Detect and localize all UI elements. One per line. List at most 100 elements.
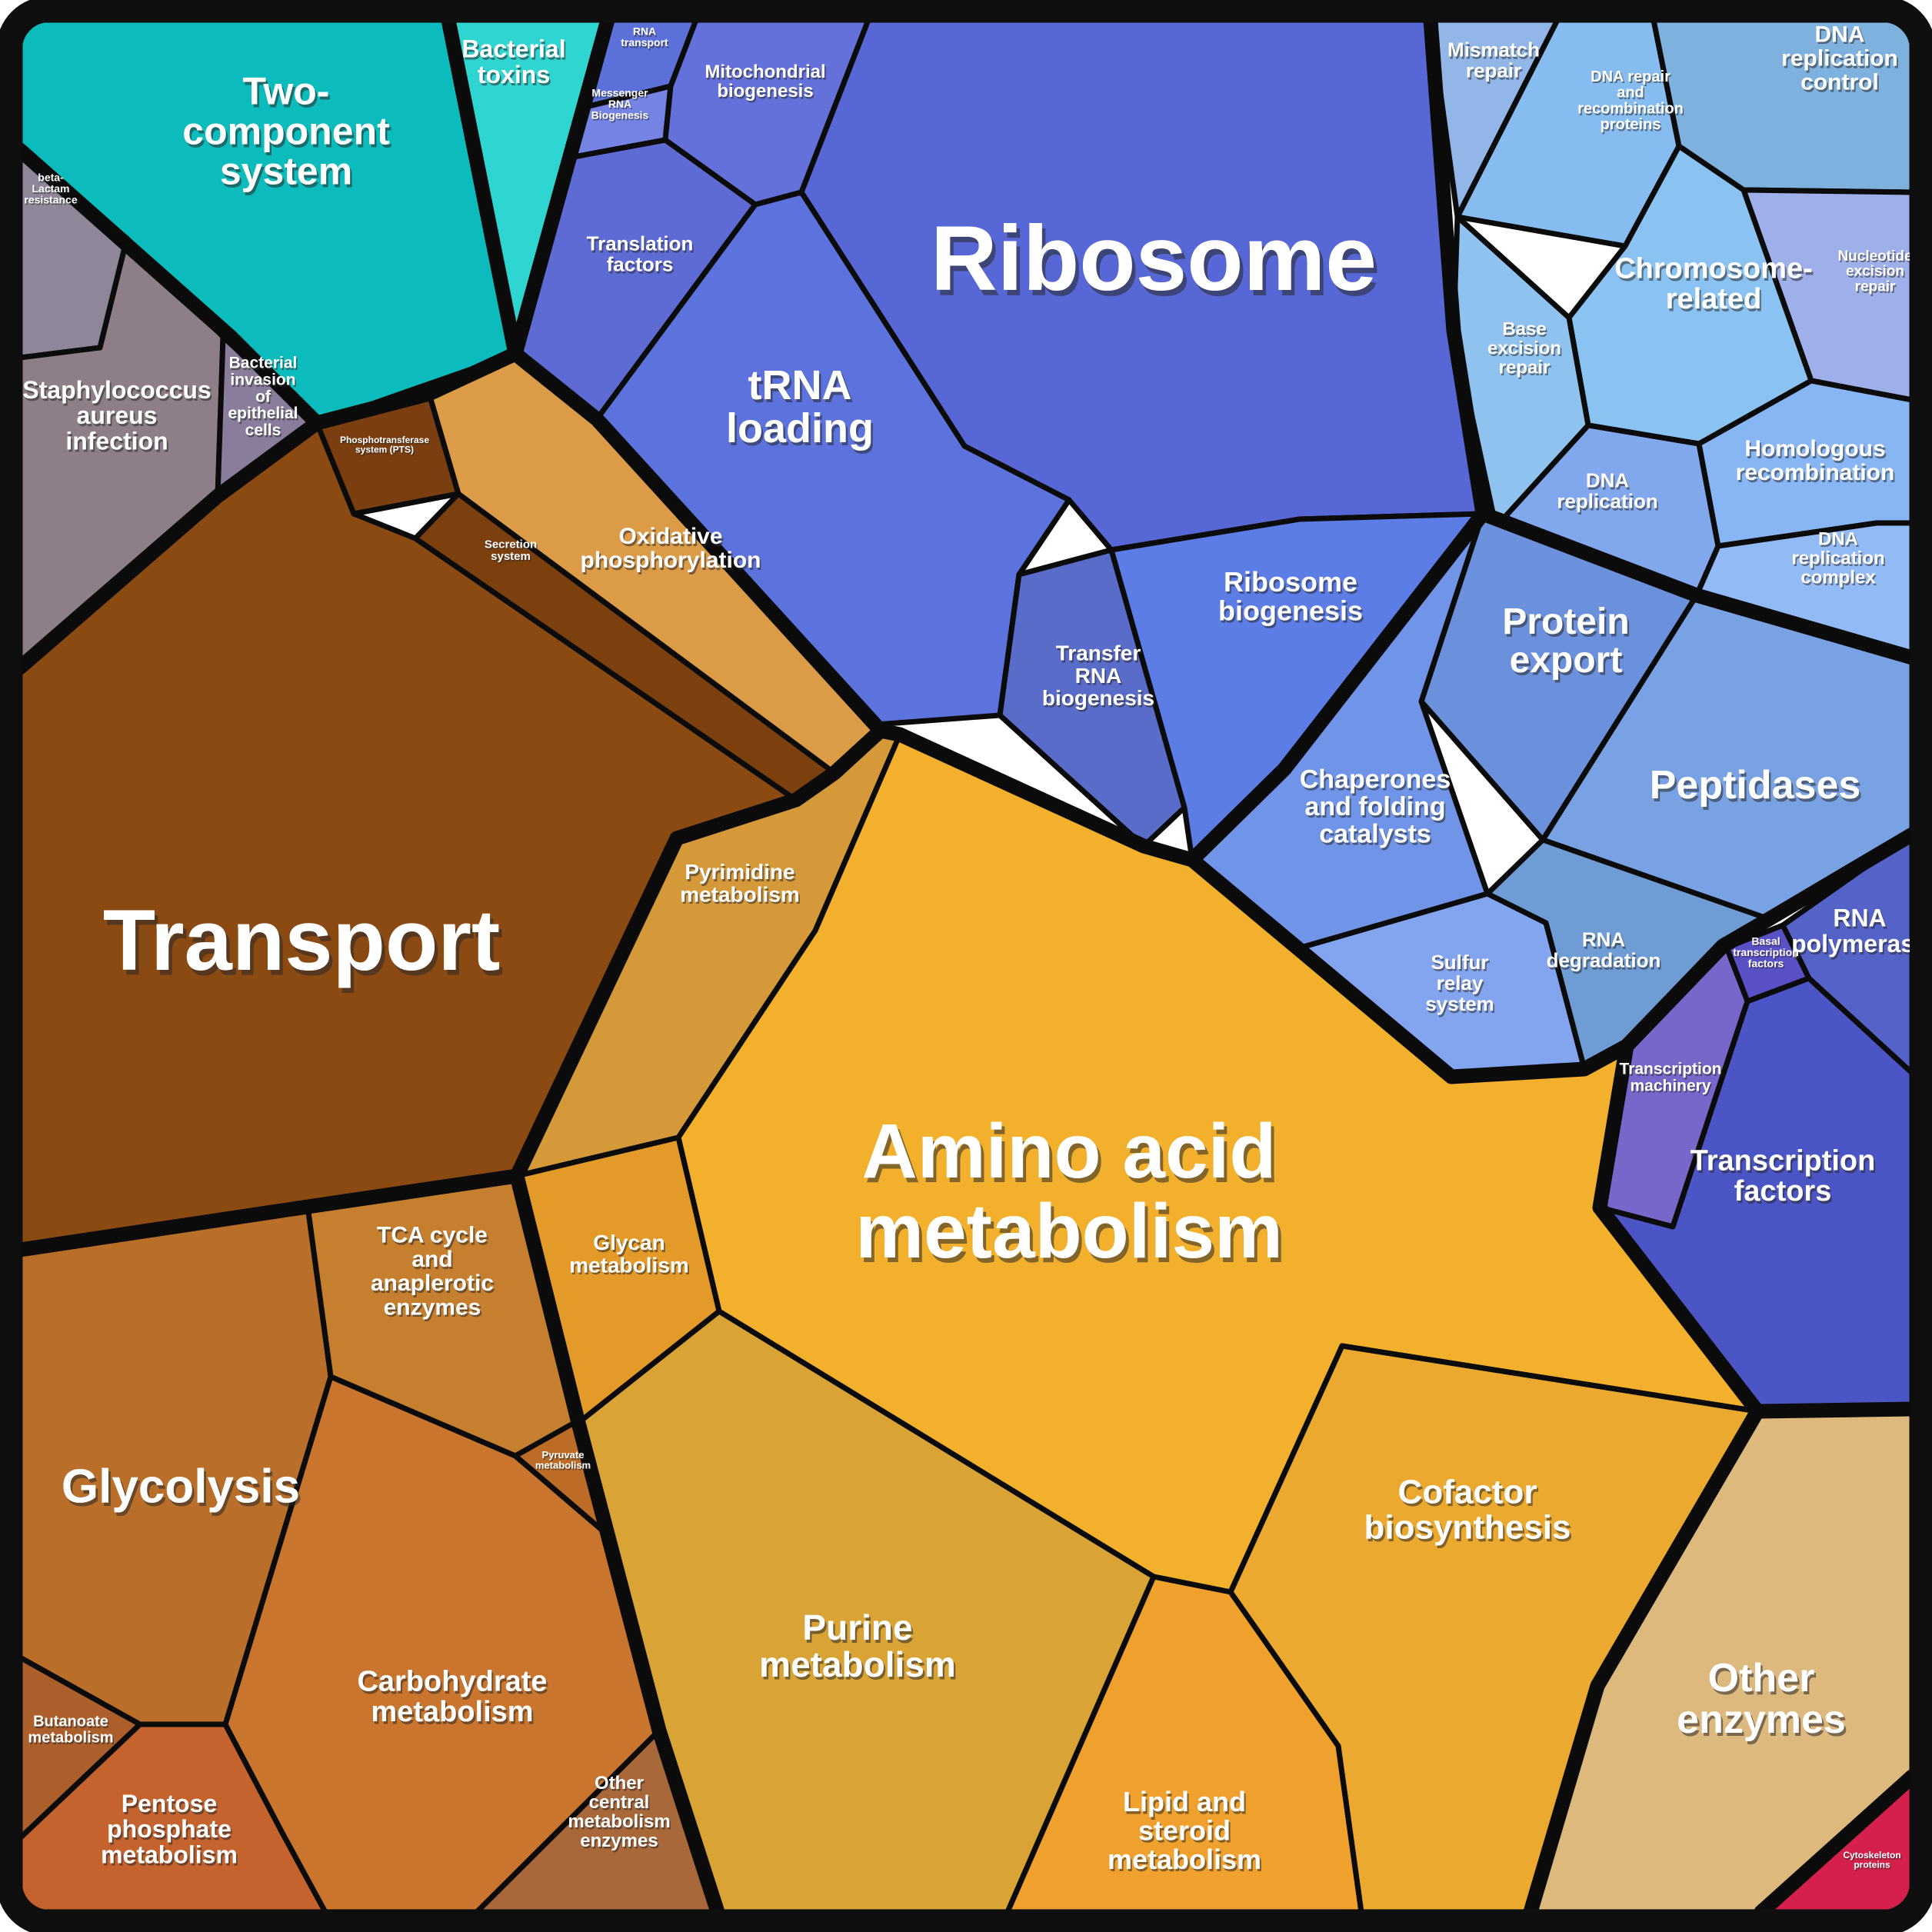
other-enzymes-label: Other enzymes [1677, 1656, 1846, 1742]
pentose-phosphate-metabolism-label: Pentose phosphate metabolism [101, 1790, 238, 1869]
messenger-rna-biogenesis-label: Messenger RNA Biogenesis [591, 86, 649, 121]
ribosome-label: Ribosome [931, 207, 1377, 310]
messenger-rna-biogenesis-label: Messenger RNA Biogenesis [592, 88, 650, 122]
treemap-cells [20, 20, 1912, 1912]
butanoate-metabolism-label: Butanoate metabolism [29, 1715, 115, 1748]
rna-degradation-label: RNA degradation [1547, 928, 1661, 972]
bacterial-invasion-label: Bacterial invasion of epithelial cells [229, 356, 299, 441]
chaperones-folding-catalysts-label: Chaperones and folding catalysts [1301, 768, 1453, 851]
chromosome-related-label: Chromosome-related [1616, 255, 1814, 318]
base-excision-repair-label: Base excision repair [1489, 321, 1563, 380]
group-boundary-3 [309, 346, 523, 431]
transfer-rna-biogenesis-label: Transfer RNA biogenesis [1044, 643, 1156, 711]
homologous-recombination-label: Homologous recombination [1736, 436, 1895, 485]
basal-transcription-factors-label: Basal transcription factors [1733, 934, 1799, 969]
ribosome-biogenesis-label: Ribosome biogenesis [1220, 568, 1364, 628]
purine-metabolism-label: Purine metabolism [759, 1607, 956, 1684]
pentose-phosphate-metabolism-label: Pentose phosphate metabolism [102, 1792, 239, 1871]
dna-replication-control-label: DNA replication control [1781, 22, 1898, 95]
transfer-rna-biogenesis-region[interactable] [997, 547, 1188, 849]
two-component-system-label: Two-component system [182, 70, 390, 193]
group-boundary-11 [1750, 1401, 1912, 1419]
glycan-metabolism-label: Glycan metabolism [569, 1231, 689, 1277]
group-boundary-9 [1475, 506, 1912, 665]
trna-loading-label: tRNA loading [726, 362, 874, 451]
group-boundary-2 [508, 20, 615, 361]
translation-factors-label: Translation factors [587, 232, 694, 276]
bacterial-toxins-label: Bacterial toxins [463, 38, 567, 91]
mitochondrial-biogenesis-label: Mitochondrial biogenesis [706, 64, 827, 104]
dna-replication-complex-label: DNA replication complex [1793, 531, 1886, 590]
phosphotransferase-system-label: Phosphotransferase system (PTS) [341, 436, 430, 456]
rna-polymerase-label: RNA polymerase [1791, 904, 1928, 958]
tca-cycle-label: TCA cycle and anaplerotic enzymes [371, 1223, 494, 1321]
group-boundary-7 [1184, 506, 1491, 868]
beta-lactam-resistance-label: beta-Lactam resistance [25, 172, 78, 207]
transcription-factors-label: Transcription factors [1692, 1148, 1877, 1211]
tca-cycle-label: TCA cycle and anaplerotic enzymes [372, 1225, 495, 1323]
dna-repair-recombination-label: DNA repair and recombination proteins [1579, 70, 1685, 135]
group-boundary-14 [20, 1168, 525, 1257]
group-boundary-6 [873, 723, 1200, 868]
carbohydrate-metabolism-label: Carbohydrate metabolism [359, 1668, 549, 1731]
oxidative-phosphorylation-label: Oxidative phosphorylation [581, 524, 761, 573]
pyrimidine-metabolism-label: Pyrimidine metabolism [680, 860, 800, 906]
trna-loading-region[interactable] [594, 189, 1072, 728]
butanoate-metabolism-label: Butanoate metabolism [28, 1714, 113, 1747]
ribosome-label: Ribosome [934, 212, 1381, 315]
beta-lactam-resistance-label: beta-Lactam resistance [24, 171, 77, 205]
amino-acid-metabolism-label: Amino acid metabolism [855, 1108, 1283, 1274]
rna-degradation-label: RNA degradation [1547, 930, 1662, 974]
phosphotransferase-system-label: Phosphotransferase system (PTS) [340, 435, 429, 455]
cytoskeleton-proteins-label: Cytoskeleton proteins [1843, 1850, 1900, 1870]
dna-replication-label: DNA replication [1558, 471, 1659, 515]
homologous-recombination-label: Homologous recombination [1737, 438, 1897, 488]
group-boundary-4 [20, 415, 325, 675]
dna-repair-recombination-label: DNA repair and recombination proteins [1577, 68, 1684, 133]
dna-replication-complex-label: DNA replication complex [1791, 528, 1884, 588]
oxidative-phosphorylation-label: Oxidative phosphorylation [581, 526, 762, 575]
group-boundary-1 [441, 20, 523, 361]
translation-factors-label: Translation factors [588, 234, 695, 278]
lipid-steroid-metabolism-label: Lipid and steroid metabolism [1109, 1788, 1263, 1877]
dna-replication-control-label: DNA replication control [1783, 24, 1900, 97]
rna-transport-label: RNA transport [622, 27, 670, 51]
glycolysis-label: Glycolysis [62, 1461, 300, 1514]
cofactor-biosynthesis-label: Cofactor biosynthesis [1364, 1474, 1571, 1547]
nucleotide-excision-repair-label: Nucleotide excision repair [1837, 248, 1912, 295]
other-enzymes-label: Other enzymes [1679, 1659, 1848, 1745]
carbohydrate-metabolism-label: Carbohydrate metabolism [357, 1666, 547, 1729]
rna-transport-label: RNA transport [621, 25, 668, 49]
base-excision-repair-label: Base excision repair [1487, 318, 1561, 378]
glycan-metabolism-label: Glycan metabolism [571, 1233, 691, 1279]
group-boundary-13 [509, 1168, 725, 1912]
sulfur-relay-system-label: Sulfur relay system [1427, 953, 1496, 1018]
mitochondrial-biogenesis-label: Mitochondrial biogenesis [705, 62, 825, 102]
staphylococcus-aureus-infection-label: Staphylococcus aureus infection [22, 376, 211, 455]
transfer-rna-biogenesis-label: Transfer RNA biogenesis [1042, 641, 1154, 710]
group-boundary-15 [509, 723, 888, 1184]
dna-replication-complex-region[interactable] [1694, 520, 1912, 661]
group-boundary-12 [1184, 852, 1634, 1084]
two-component-system-label: Two-component system [185, 72, 392, 195]
nucleotide-excision-repair-label: Nucleotide excision repair [1839, 250, 1914, 297]
other-central-metabolism-label: Other central metabolism enzymes [568, 1773, 670, 1851]
mismatch-repair-label: Mismatch repair [1447, 38, 1540, 82]
lipid-steroid-metabolism-label: Lipid and steroid metabolism [1108, 1786, 1261, 1875]
purine-metabolism-label: Purine metabolism [761, 1611, 958, 1687]
staphylococcus-aureus-infection-label: Staphylococcus aureus infection [24, 378, 212, 458]
amino-acid-metabolism-label: Amino acid metabolism [858, 1113, 1286, 1279]
ribosome-biogenesis-label: Ribosome biogenesis [1218, 566, 1363, 626]
transcription-machinery-label: Transcription machinery [1621, 1062, 1723, 1097]
group-boundary-17 [1754, 1769, 1912, 1912]
chaperones-folding-catalysts-label: Chaperones and folding catalysts [1300, 765, 1451, 849]
group-boundaries [20, 20, 1912, 1912]
chromosome-related-label: Chromosome-related [1614, 253, 1813, 316]
other-central-metabolism-label: Other central metabolism enzymes [569, 1775, 671, 1854]
cytoskeleton-proteins-label: Cytoskeleton proteins [1844, 1851, 1902, 1871]
transcription-factors-label: Transcription factors [1690, 1145, 1876, 1208]
dna-replication-label: DNA replication [1557, 469, 1657, 513]
pyruvate-metabolism-label: Pyruvate metabolism [535, 1449, 591, 1471]
